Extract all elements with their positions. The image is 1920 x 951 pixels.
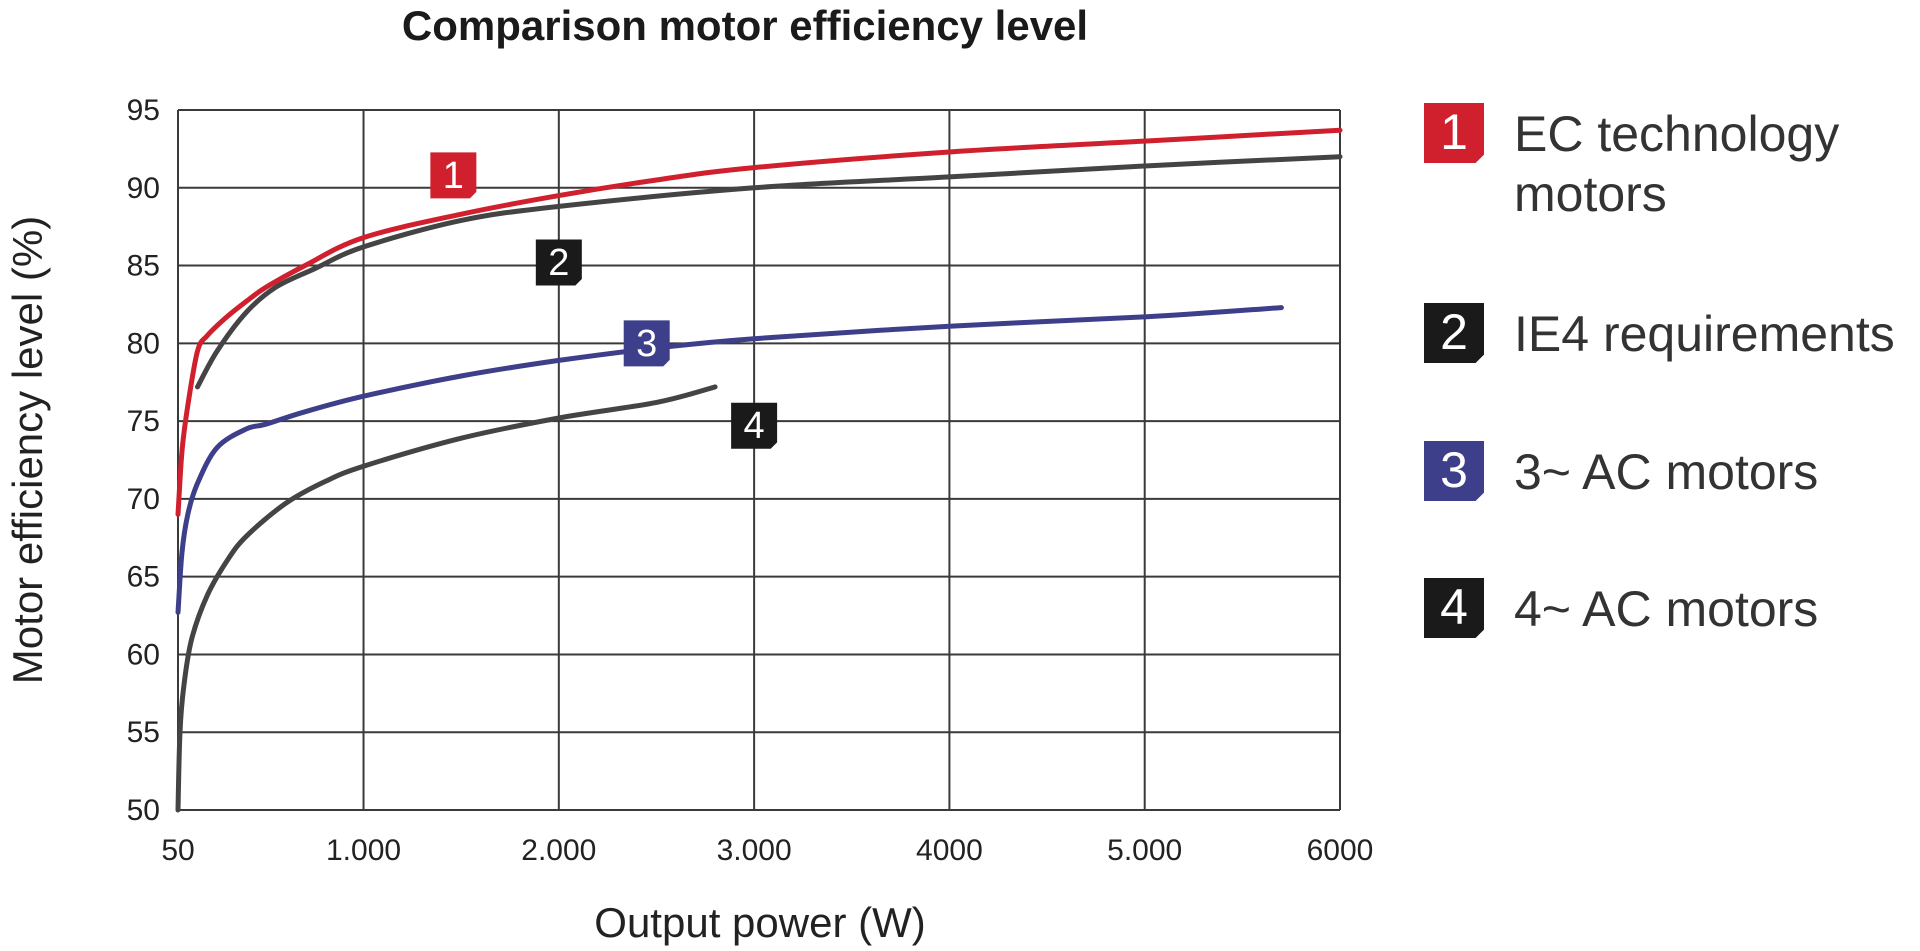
y-tick-label: 85: [127, 250, 160, 283]
series-line-4: [175, 384, 718, 813]
series-line-2: [195, 154, 1343, 390]
grid: [177, 109, 1341, 811]
legend-badge-4-box: [1424, 578, 1484, 638]
x-tick-label: 4000: [916, 834, 983, 867]
x-tick-label: 3.000: [717, 834, 792, 867]
x-tick-label: 2.000: [521, 834, 596, 867]
series-badge-4-box: [731, 402, 778, 449]
legend-badge-3: 3: [1424, 441, 1484, 501]
series-badges: 1 2 3 4: [430, 152, 778, 449]
y-tick-label: 60: [127, 638, 160, 671]
legend-label-4: 4~ AC motors: [1514, 581, 1818, 637]
series-line-3: [175, 305, 1284, 615]
series-badge-2-number: 2: [548, 242, 569, 284]
y-tick-label: 70: [127, 483, 160, 516]
series-badge-4-number: 4: [744, 405, 765, 447]
series-badge-3: 3: [623, 320, 670, 367]
legend-label-3: 3~ AC motors: [1514, 444, 1818, 500]
legend-badge-1-box: [1424, 103, 1484, 163]
series-badge-4: 4: [731, 402, 778, 449]
legend-item-2: 2 IE4 requirements: [1424, 303, 1895, 363]
y-tick-label: 55: [127, 716, 160, 749]
y-tick-label: 95: [127, 94, 160, 127]
legend-badge-2-number: 2: [1440, 304, 1468, 360]
x-tick-label: 6000: [1307, 834, 1374, 867]
x-tick-label: 1.000: [326, 834, 401, 867]
series-badge-1: 1: [430, 152, 477, 199]
x-tick-label: 5.000: [1107, 834, 1182, 867]
y-tick-label: 80: [127, 327, 160, 360]
x-tick-label: 50: [161, 834, 194, 867]
legend-label-2: IE4 requirements: [1514, 306, 1895, 362]
series-badge-3-box: [623, 320, 670, 367]
series-badge-2: 2: [535, 239, 582, 286]
y-tick-label: 50: [127, 794, 160, 827]
y-axis-title: Motor efficiency level (%): [4, 216, 51, 684]
legend-badge-3-number: 3: [1440, 442, 1468, 498]
legend-item-3: 3 3~ AC motors: [1424, 441, 1818, 501]
series-badge-2-box: [535, 239, 582, 286]
legend-label-1: EC technology motors: [1514, 106, 1839, 222]
legend: 1 EC technology motors 2 IE4 requirements 3 3~…: [1424, 103, 1895, 638]
legend-badge-2: 2: [1424, 303, 1484, 363]
legend-item-1: 1 EC technology motors: [1424, 103, 1839, 222]
legend-badge-3-box: [1424, 441, 1484, 501]
y-tick-label: 65: [127, 561, 160, 594]
series-line-1: [175, 127, 1343, 517]
series-lines: [175, 127, 1343, 813]
legend-badge-4: 4: [1424, 578, 1484, 638]
series-badge-3-number: 3: [636, 323, 657, 365]
legend-item-4: 4 4~ AC motors: [1424, 578, 1818, 638]
legend-badge-2-box: [1424, 303, 1484, 363]
y-tick-label: 75: [127, 405, 160, 438]
y-axis-ticks: 95 90 85 80 75 70 65 60 55 50: [127, 94, 160, 827]
legend-badge-1: 1: [1424, 103, 1484, 163]
chart-title: Comparison motor efficiency level: [402, 2, 1088, 49]
legend-badge-1-number: 1: [1440, 104, 1468, 160]
legend-badge-4-number: 4: [1440, 579, 1468, 635]
x-axis-ticks: 50 1.000 2.000 3.000 4000 5.000 6000: [161, 834, 1373, 867]
y-tick-label: 90: [127, 172, 160, 205]
series-badge-1-box: [430, 152, 477, 199]
x-axis-title: Output power (W): [594, 899, 925, 946]
series-badge-1-number: 1: [443, 155, 464, 197]
